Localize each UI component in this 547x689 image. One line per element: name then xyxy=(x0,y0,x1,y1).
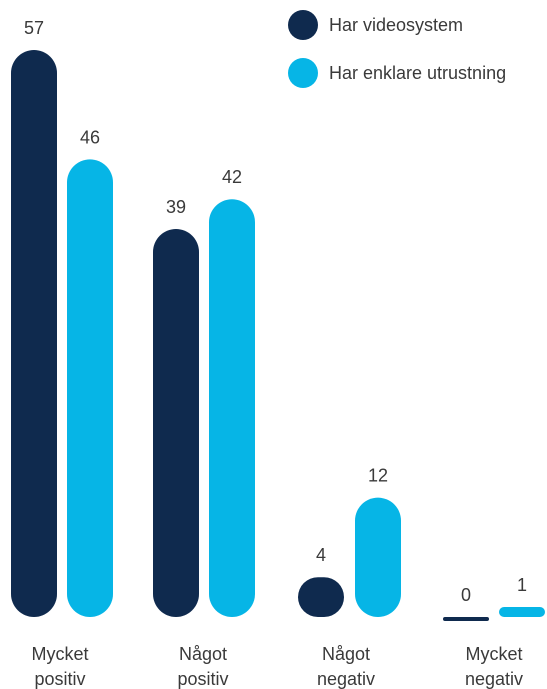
bar-enklare-3 xyxy=(499,607,545,617)
legend-item-videosystem: Har videosystem xyxy=(288,10,506,40)
value-label-enklare-3: 1 xyxy=(517,575,527,595)
category-label-0-line-0: Mycket xyxy=(31,644,88,664)
legend: Har videosystem Har enklare utrustning xyxy=(288,10,506,106)
legend-label-videosystem: Har videosystem xyxy=(329,14,464,35)
category-label-1-line-1: positiv xyxy=(177,669,228,689)
category-label-0-line-1: positiv xyxy=(34,669,85,689)
value-label-videosystem-0: 57 xyxy=(24,18,44,38)
value-label-videosystem-1: 39 xyxy=(166,197,186,217)
value-label-enklare-1: 42 xyxy=(222,167,242,187)
bar-enklare-0 xyxy=(67,159,113,617)
bar-videosystem-0 xyxy=(11,50,57,617)
category-label-3-line-1: negativ xyxy=(465,669,523,689)
bar-enklare-2 xyxy=(355,497,401,617)
category-label-1-line-0: Något xyxy=(179,644,227,664)
legend-item-enklare-utrustning: Har enklare utrustning xyxy=(288,58,506,88)
value-label-videosystem-3: 0 xyxy=(461,585,471,605)
bar-enklare-1 xyxy=(209,199,255,618)
category-label-2-line-1: negativ xyxy=(317,669,375,689)
bar-videosystem-3 xyxy=(443,617,489,621)
category-label-3-line-0: Mycket xyxy=(465,644,522,664)
bar-videosystem-1 xyxy=(153,229,199,618)
value-label-enklare-2: 12 xyxy=(368,466,388,486)
category-label-2-line-0: Något xyxy=(322,644,370,664)
legend-swatch-videosystem xyxy=(288,10,318,40)
value-label-videosystem-2: 4 xyxy=(316,545,326,565)
bar-videosystem-2 xyxy=(298,577,344,617)
legend-label-enklare-utrustning: Har enklare utrustning xyxy=(329,62,507,83)
legend-swatch-enklare-utrustning xyxy=(288,58,318,88)
value-label-enklare-0: 46 xyxy=(80,127,100,147)
